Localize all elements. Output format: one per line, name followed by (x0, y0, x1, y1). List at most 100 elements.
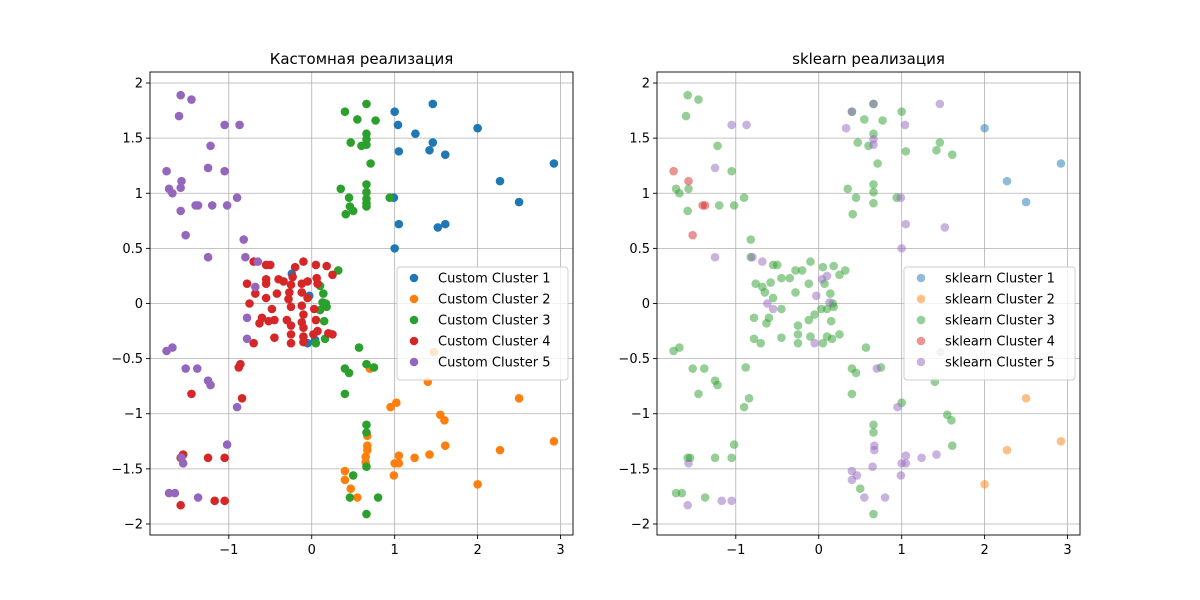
scatter-point (390, 244, 399, 253)
scatter-point (683, 90, 692, 100)
scatter-point (810, 338, 819, 348)
scatter-point (851, 193, 861, 202)
scatter-point (255, 319, 264, 328)
legend-marker (916, 336, 926, 346)
legend: sklearn Cluster 1 sklearn Cluster 2 sklear… (903, 266, 1076, 381)
scatter-point (1021, 394, 1031, 403)
scatter-point (440, 150, 450, 159)
scatter-point (1056, 159, 1066, 168)
x-tick-label: 2 (473, 543, 481, 558)
scatter-point (869, 187, 878, 197)
scatter-point (514, 394, 524, 403)
scatter-point (234, 363, 244, 372)
scatter-point (935, 99, 945, 109)
scatter-point (896, 193, 906, 202)
legend-marker (409, 357, 419, 367)
legend-marker (409, 315, 419, 325)
scatter-point (748, 252, 757, 262)
scatter-point (847, 107, 857, 116)
scatter-point (297, 301, 307, 311)
y-tick-label: 1 (135, 187, 143, 202)
scatter-point (768, 304, 778, 314)
scatter-point (869, 420, 878, 430)
scatter-point (947, 416, 956, 425)
x-tick-label: −1 (726, 543, 745, 558)
scatter-point (694, 389, 703, 399)
scatter-point (793, 330, 803, 339)
scatter-point (684, 176, 693, 186)
scatter-point (669, 166, 678, 176)
scatter-point (804, 315, 814, 325)
y-tick-label: −0.5 (111, 352, 143, 367)
scatter-point (297, 288, 307, 297)
scatter-point (286, 338, 296, 348)
scatter-point (739, 402, 749, 412)
scatter-point (816, 304, 826, 314)
scatter-point (341, 209, 351, 219)
scatter-point (713, 141, 722, 151)
y-tick-label: 0 (642, 297, 650, 312)
scatter-point (810, 310, 819, 319)
scatter-point (253, 257, 263, 266)
scatter-point (251, 282, 260, 292)
scatter-point (727, 453, 736, 463)
scatter-point (251, 289, 260, 298)
scatter-point (390, 107, 399, 116)
legend-label: sklearn Cluster 3 (945, 314, 1055, 329)
y-tick-label: 1 (642, 187, 650, 202)
scatter-point (362, 420, 371, 430)
legend-marker (916, 357, 926, 367)
scatter-point (749, 334, 759, 344)
y-tick-label: 0.5 (122, 242, 143, 257)
scatter-point (549, 436, 559, 446)
scatter-point (756, 338, 765, 348)
scatter-point (710, 453, 720, 463)
scatter-point (187, 95, 196, 104)
y-tick-label: 1.5 (629, 132, 650, 147)
scatter-point (428, 138, 438, 147)
scatter-point (241, 252, 250, 262)
scatter-point (742, 120, 751, 130)
scatter-point (681, 111, 691, 121)
scatter-point (763, 299, 772, 308)
scatter-point (440, 219, 450, 229)
scatter-point (841, 123, 851, 133)
legend-label: sklearn Cluster 5 (945, 356, 1055, 371)
scatter-point (242, 313, 252, 323)
legend-label: Custom Cluster 5 (438, 356, 550, 371)
scatter-point (309, 330, 318, 339)
scatter-point (299, 257, 308, 266)
scatter-point (261, 260, 271, 270)
scatter-point (311, 260, 321, 270)
chart-title: sklearn реализация (792, 50, 945, 68)
scatter-point (220, 120, 229, 130)
scatter-point (777, 333, 786, 342)
scatter-point (299, 310, 308, 319)
scatter-point (806, 332, 815, 341)
legend-label: Custom Cluster 1 (438, 272, 550, 287)
scatter-point (362, 428, 371, 437)
scatter-point (760, 288, 770, 297)
scatter-point (270, 333, 279, 342)
scatter-point (203, 453, 213, 463)
scatter-point (242, 334, 252, 344)
scatter-point (267, 304, 277, 314)
scatter-point (852, 471, 862, 480)
scatter-point (683, 206, 692, 216)
x-tick-label: 1 (898, 543, 906, 558)
scatter-point (473, 123, 482, 133)
x-tick-label: 1 (391, 543, 399, 558)
scatter-point (177, 176, 186, 186)
scatter-point (768, 293, 778, 303)
scatter-point (344, 193, 354, 202)
scatter-point (286, 330, 296, 339)
scatter-point (440, 441, 450, 451)
scatter-point (947, 150, 957, 159)
scatter-point (344, 368, 354, 378)
scatter-point (346, 484, 356, 494)
scatter-point (303, 293, 312, 303)
scatter-point (684, 459, 693, 468)
scatter-point (880, 493, 890, 502)
scatter-point (893, 402, 902, 412)
